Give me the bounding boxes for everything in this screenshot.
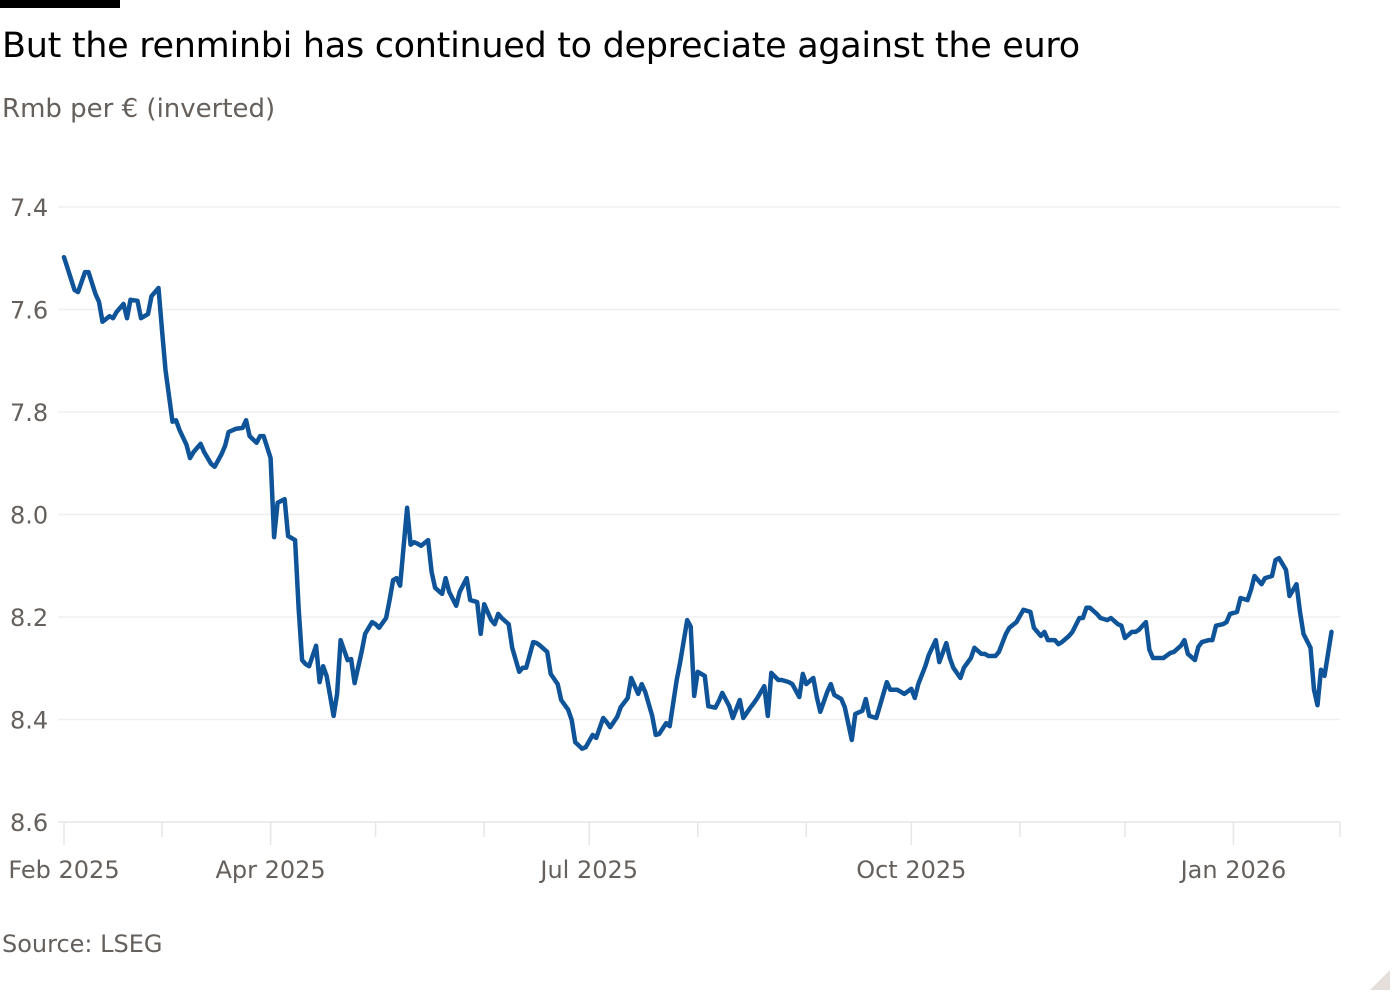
gridlines — [58, 206, 1340, 823]
y-tick-label: 7.8 — [10, 399, 48, 427]
series — [61, 254, 1334, 751]
corner-fold-icon — [1370, 970, 1390, 990]
y-tick-label: 8.2 — [10, 604, 48, 632]
y-axis: 7.4 7.6 7.8 8.0 8.2 8.4 8.6 — [10, 194, 48, 837]
y-tick-label: 8.4 — [10, 707, 48, 735]
series-line — [61, 254, 1334, 751]
x-tick-label: Jul 2025 — [538, 856, 638, 884]
chart-subtitle: Rmb per € (inverted) — [2, 94, 276, 124]
x-tick-label: Jan 2026 — [1179, 856, 1287, 884]
y-tick-label: 7.4 — [10, 194, 48, 222]
chart-title: But the renminbi has continued to deprec… — [2, 26, 1080, 66]
y-tick-label: 7.6 — [10, 297, 48, 325]
x-tick-label: Oct 2025 — [856, 856, 966, 884]
x-axis: Feb 2025 Apr 2025 Jul 2025 Oct 2025 Jan 2026 — [8, 822, 1341, 884]
brand-bar — [0, 0, 120, 8]
x-tick-label: Apr 2025 — [215, 856, 325, 884]
source-note: Source: LSEG — [2, 930, 163, 958]
y-tick-label: 8.6 — [10, 809, 48, 837]
x-tick-label: Feb 2025 — [8, 856, 119, 884]
y-tick-label: 8.0 — [10, 502, 48, 530]
